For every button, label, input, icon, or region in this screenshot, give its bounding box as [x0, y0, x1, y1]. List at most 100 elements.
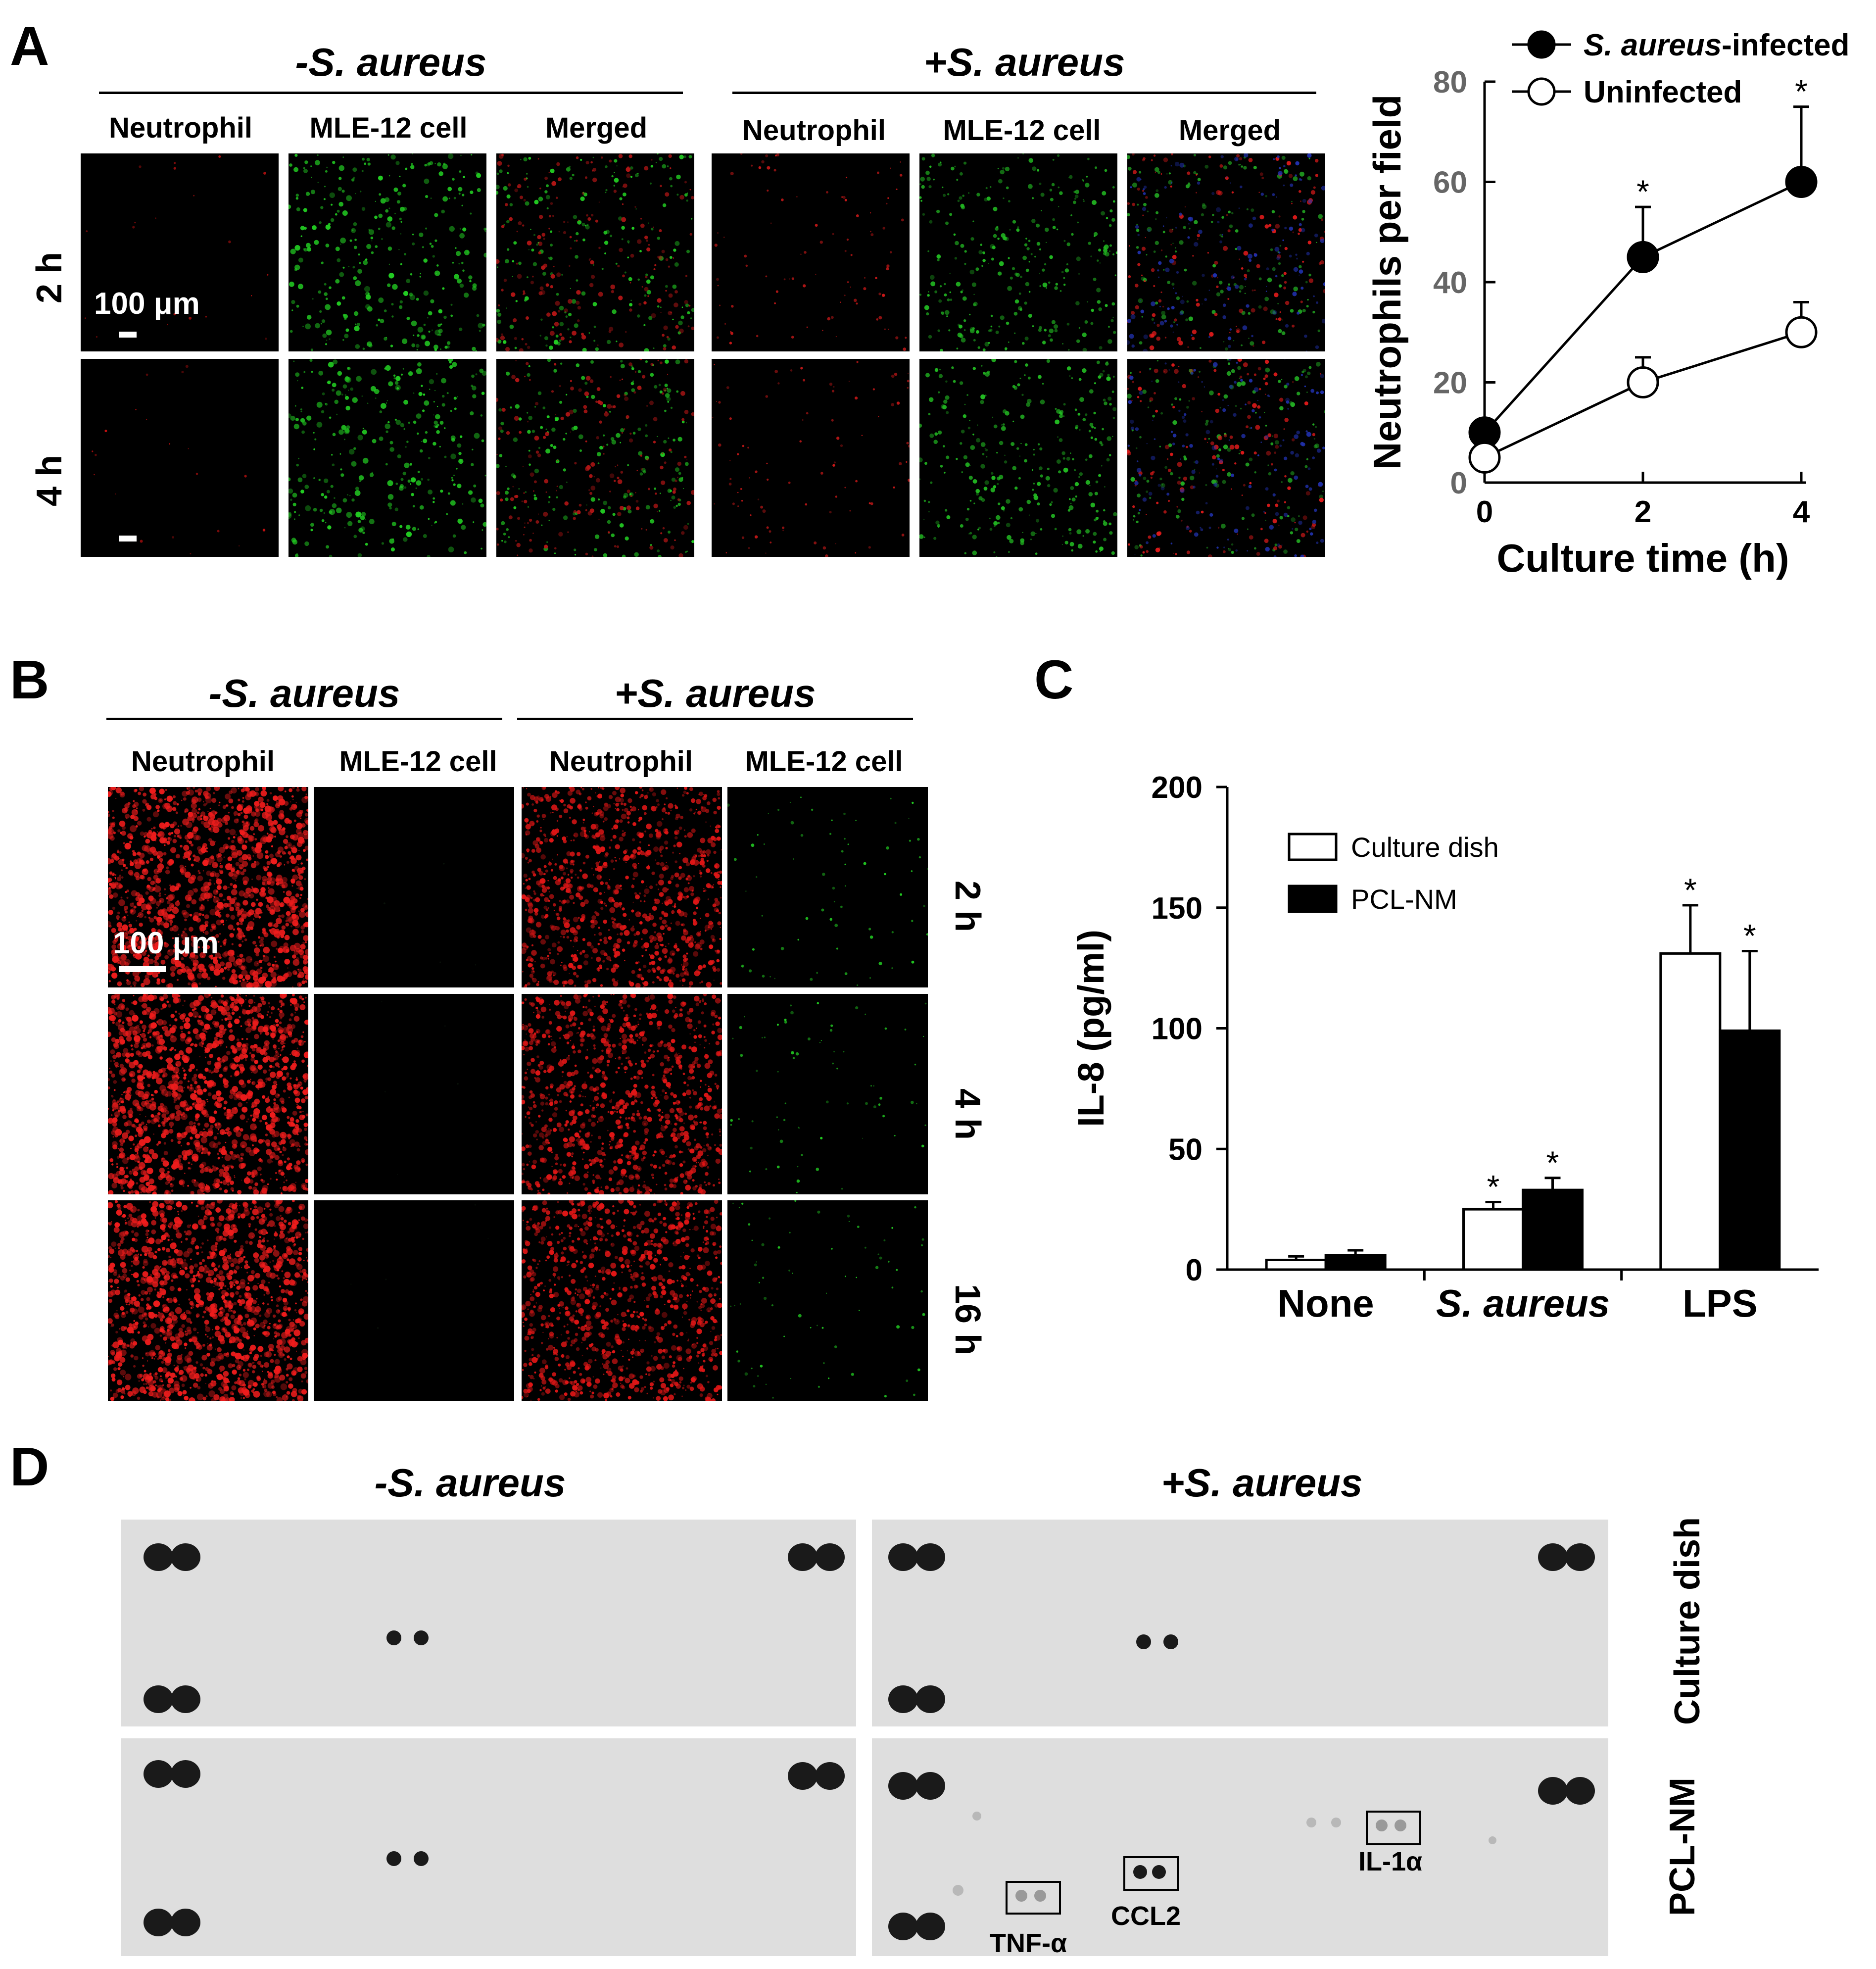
bar — [1659, 952, 1722, 1271]
micrograph-tile — [314, 994, 514, 1194]
micrograph-tile — [712, 153, 910, 351]
b-group-left-underline — [106, 718, 502, 720]
legend-marker — [1527, 77, 1556, 106]
tnf-alpha-label: TNF-α — [990, 1928, 1067, 1958]
bar-chart-bars: * * * * — [1265, 872, 1781, 1271]
reference-spot — [915, 1543, 945, 1571]
significance-marker: * — [1743, 918, 1756, 954]
y-tick-label: 20 — [1433, 366, 1467, 400]
reference-spot — [171, 1685, 200, 1713]
bar — [1462, 1208, 1524, 1271]
reference-spot — [815, 1762, 845, 1790]
reference-spot — [1538, 1777, 1568, 1805]
a-group-right-label: +S. aureus — [923, 40, 1125, 84]
a-col-label: Neutrophil — [109, 112, 252, 144]
micrograph-tile — [1127, 359, 1325, 557]
data-point — [1468, 441, 1501, 474]
y-tick-label: 150 — [1152, 891, 1203, 926]
bar — [1265, 1259, 1327, 1271]
reference-spot — [1565, 1777, 1595, 1805]
b-row-label: 4 h — [948, 1088, 987, 1140]
x-tick-label: None — [1278, 1281, 1374, 1325]
significance-marker: * — [1487, 1169, 1500, 1205]
protein-spot — [414, 1630, 429, 1645]
reference-spot — [144, 1760, 173, 1788]
micrograph-tile — [314, 787, 514, 987]
faint-spot — [1489, 1836, 1496, 1844]
x-tick-label: 4 — [1793, 495, 1810, 529]
faint-spot — [1331, 1818, 1341, 1827]
micrograph-tile — [522, 994, 722, 1194]
y-tick-label: 0 — [1186, 1253, 1203, 1287]
blot-plus-culture-dish — [872, 1520, 1608, 1726]
reference-spot — [144, 1543, 173, 1571]
y-tick-label: 100 — [1152, 1012, 1203, 1046]
d-group-left-label: -S. aureus — [374, 1461, 566, 1505]
micrograph-tile — [727, 994, 928, 1194]
reference-spot — [1538, 1543, 1568, 1571]
micrograph-tile — [919, 153, 1117, 351]
line-chart-series: ** — [1468, 73, 1818, 474]
d-row-label: PCL-NM — [1663, 1777, 1702, 1916]
d-row-label: Culture dish — [1668, 1517, 1707, 1725]
micrograph-tile — [289, 153, 486, 351]
reference-spot — [788, 1543, 818, 1571]
micrograph-tile — [522, 1200, 722, 1401]
b-col-label: MLE-12 cell — [339, 745, 497, 778]
il-1-alpha-spot — [1395, 1820, 1406, 1831]
reference-spot — [888, 1685, 918, 1713]
b-col-label: MLE-12 cell — [745, 745, 903, 778]
reference-spot — [144, 1685, 173, 1713]
a-col-label: Merged — [1178, 114, 1281, 147]
reference-spot — [144, 1909, 173, 1936]
significance-marker: * — [1795, 73, 1808, 110]
ccl2-spot — [1152, 1865, 1166, 1879]
reference-spot — [171, 1909, 200, 1936]
b-scale-bar — [119, 966, 166, 972]
a-group-left-underline — [99, 92, 683, 94]
tnf-alpha-spot — [1034, 1890, 1046, 1902]
y-tick-label: 40 — [1433, 266, 1467, 300]
reference-spot — [915, 1913, 945, 1940]
ccl2-box — [1123, 1856, 1179, 1891]
b-group-right-underline — [517, 718, 913, 720]
tnf-alpha-spot — [1015, 1890, 1027, 1902]
reference-spot — [171, 1760, 200, 1788]
micrograph-tile — [289, 359, 486, 557]
micrograph-tile — [727, 787, 928, 987]
b-row-label: 16 h — [948, 1283, 987, 1356]
d-group-right-label: +S. aureus — [1161, 1461, 1363, 1505]
protein-spot — [414, 1851, 429, 1866]
y-tick-label: 50 — [1168, 1132, 1203, 1167]
micrograph-tile — [522, 787, 722, 987]
faint-spot — [972, 1812, 981, 1821]
line-chart-legend: S. aureus-infected Uninfected — [1512, 28, 1849, 109]
bar — [1324, 1254, 1387, 1271]
legend-label: PCL-NM — [1351, 884, 1457, 915]
reference-spot — [888, 1772, 918, 1800]
a-col-label: Merged — [545, 112, 648, 144]
a-scale-bar — [119, 332, 137, 338]
micrograph-tile — [919, 359, 1117, 557]
x-tick-label: S. aureus — [1436, 1281, 1610, 1325]
a-scale-bar — [119, 536, 137, 541]
a-col-label: MLE-12 cell — [943, 114, 1101, 147]
y-axis-label: IL-8 (pg/ml) — [1070, 930, 1111, 1127]
y-tick-label: 60 — [1433, 166, 1467, 200]
protein-spot — [1163, 1634, 1178, 1649]
panel-c-bar-chart: 0 50 100 150 200 IL-8 (pg/ml) None S. aureus LPS… — [1070, 771, 1819, 1325]
protein-spot — [386, 1851, 401, 1866]
significance-marker: * — [1546, 1144, 1559, 1181]
faint-spot — [1306, 1818, 1316, 1827]
y-tick-label: 200 — [1152, 771, 1203, 805]
tnf-alpha-box — [1006, 1881, 1061, 1915]
micrograph-tile — [108, 787, 308, 987]
data-point — [1785, 316, 1818, 348]
reference-spot — [888, 1543, 918, 1571]
y-tick-label: 80 — [1433, 65, 1467, 99]
micrograph-tile — [81, 359, 279, 557]
reference-spot — [915, 1772, 945, 1800]
